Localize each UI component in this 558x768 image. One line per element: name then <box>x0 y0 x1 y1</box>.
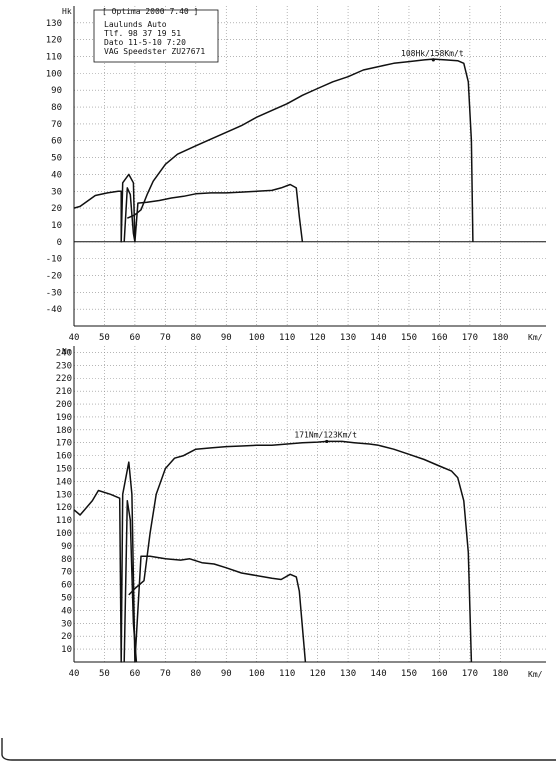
peak-annotation: 108Hk/158Km/t <box>401 49 464 58</box>
x-tick-label: 50 <box>99 333 110 343</box>
peak-marker <box>325 439 329 444</box>
y-tick-label: -20 <box>46 271 62 281</box>
y-tick-label: 200 <box>56 400 72 410</box>
x-tick-label: 130 <box>340 669 356 679</box>
y-tick-label: 210 <box>56 387 72 397</box>
y-tick-label: 220 <box>56 374 72 384</box>
x-tick-label: 50 <box>99 669 110 679</box>
x-tick-label: 140 <box>370 333 386 343</box>
x-tick-label: 40 <box>69 333 80 343</box>
y-tick-label: -10 <box>46 255 62 265</box>
y-tick-label: 110 <box>46 53 62 63</box>
x-tick-label: 120 <box>309 333 325 343</box>
x-tick-label: 90 <box>221 669 232 679</box>
y-tick-label: 100 <box>56 529 72 539</box>
y-tick-label: 70 <box>51 120 62 130</box>
y-tick-label: 180 <box>56 426 72 436</box>
y-tick-label: 230 <box>56 361 72 371</box>
y-tick-label: 120 <box>46 36 62 46</box>
x-tick-label: 60 <box>129 333 140 343</box>
y-tick-label: 80 <box>51 103 62 113</box>
x-tick-label: 160 <box>431 333 447 343</box>
header-line-1: Laulunds Auto <box>104 20 167 29</box>
header-box: [ Optima 2000 7.40 ] Laulunds Auto Tlf. … <box>93 7 219 63</box>
x-tick-label: 40 <box>69 669 80 679</box>
y-tick-label: 0 <box>57 238 62 248</box>
x-tick-label: 180 <box>492 333 508 343</box>
x-tick-label: 90 <box>221 333 232 343</box>
torque-chart: 40 50 60 70 80 90 100 110 120 130 140 150 160 170 180 1… <box>56 346 546 679</box>
x-tick-label: 70 <box>160 333 171 343</box>
y-tick-label: 190 <box>56 413 72 423</box>
y-tick-label: 110 <box>56 516 72 526</box>
x-tick-label: 170 <box>462 333 478 343</box>
power-chart: 40 50 60 70 80 90 100 110 120 130 140 150 160 170 180-… <box>46 6 546 343</box>
header-box-frame <box>93 9 219 63</box>
y-tick-label: 70 <box>61 568 72 578</box>
y-tick-label: -30 <box>46 288 62 298</box>
y-tick-label: 50 <box>51 154 62 164</box>
x-tick-label: 140 <box>370 669 386 679</box>
header-title: [ Optima 2000 7.40 ] <box>102 7 198 16</box>
y-tick-label: 150 <box>56 465 72 475</box>
y-tick-label: 30 <box>51 187 62 197</box>
y-tick-label: -40 <box>46 305 62 315</box>
header-line-2: Tlf. 98 37 19 51 <box>104 29 181 38</box>
x-tick-label: 70 <box>160 669 171 679</box>
x-axis-label: Km/ <box>528 670 543 679</box>
peak-annotation: 171Nm/123Km/t <box>294 430 357 439</box>
x-tick-label: 80 <box>190 333 201 343</box>
series-line-1 <box>73 461 307 663</box>
y-tick-label: 30 <box>61 619 72 629</box>
page-edge <box>1 738 556 761</box>
y-tick-label: 130 <box>56 490 72 500</box>
x-tick-label: 150 <box>401 669 417 679</box>
y-tick-label: 100 <box>46 69 62 79</box>
y-tick-label: 130 <box>46 19 62 29</box>
x-tick-label: 110 <box>279 669 295 679</box>
y-tick-label: 60 <box>61 581 72 591</box>
y-tick-label: 160 <box>56 452 72 462</box>
series-line-2 <box>126 58 474 242</box>
x-tick-label: 120 <box>309 669 325 679</box>
y-tick-label: 40 <box>51 170 62 180</box>
series-line-3 <box>123 187 136 242</box>
x-tick-label: 100 <box>249 669 265 679</box>
peak-marker <box>431 58 435 62</box>
x-tick-label: 100 <box>249 333 265 343</box>
x-tick-label: 170 <box>462 669 478 679</box>
x-tick-label: 180 <box>492 669 508 679</box>
x-tick-label: 130 <box>340 333 356 343</box>
y-tick-label: 50 <box>61 594 72 604</box>
header-line-3: Dato 11-5-10 7:20 <box>104 38 186 47</box>
x-axis-label: Km/ <box>528 333 543 342</box>
x-tick-label: 60 <box>129 669 140 679</box>
y-tick-label: 140 <box>56 477 72 487</box>
y-axis-label: Hk <box>62 7 72 16</box>
y-tick-label: 170 <box>56 439 72 449</box>
x-tick-label: 110 <box>279 333 295 343</box>
y-axis-label: Nm <box>62 347 72 356</box>
x-tick-label: 80 <box>190 669 201 679</box>
y-tick-label: 120 <box>56 503 72 513</box>
y-tick-label: 20 <box>61 632 72 642</box>
y-tick-label: 60 <box>51 137 62 147</box>
y-tick-label: 80 <box>61 555 72 565</box>
y-tick-label: 40 <box>61 606 72 616</box>
y-tick-label: 10 <box>51 221 62 231</box>
y-tick-label: 240 <box>56 348 72 358</box>
header-line-4: VAG Speedster ZU27671 <box>104 47 205 56</box>
y-tick-label: 20 <box>51 204 62 214</box>
x-tick-label: 150 <box>401 333 417 343</box>
y-tick-label: 10 <box>61 645 72 655</box>
series-line-3 <box>123 500 138 663</box>
x-tick-label: 160 <box>431 669 447 679</box>
series-line-1 <box>73 173 304 243</box>
y-tick-label: 90 <box>51 86 62 96</box>
series-line-2 <box>128 440 473 663</box>
y-tick-label: 90 <box>61 542 72 552</box>
